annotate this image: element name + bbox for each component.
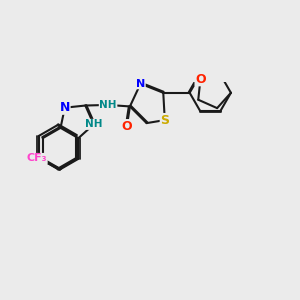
Text: N: N — [136, 79, 145, 89]
Text: CF₃: CF₃ — [27, 154, 47, 164]
Text: N: N — [60, 101, 70, 114]
Text: O: O — [195, 73, 206, 86]
Text: NH: NH — [85, 119, 103, 129]
Text: O: O — [122, 120, 132, 133]
Text: S: S — [160, 114, 169, 127]
Text: NH: NH — [99, 100, 117, 110]
